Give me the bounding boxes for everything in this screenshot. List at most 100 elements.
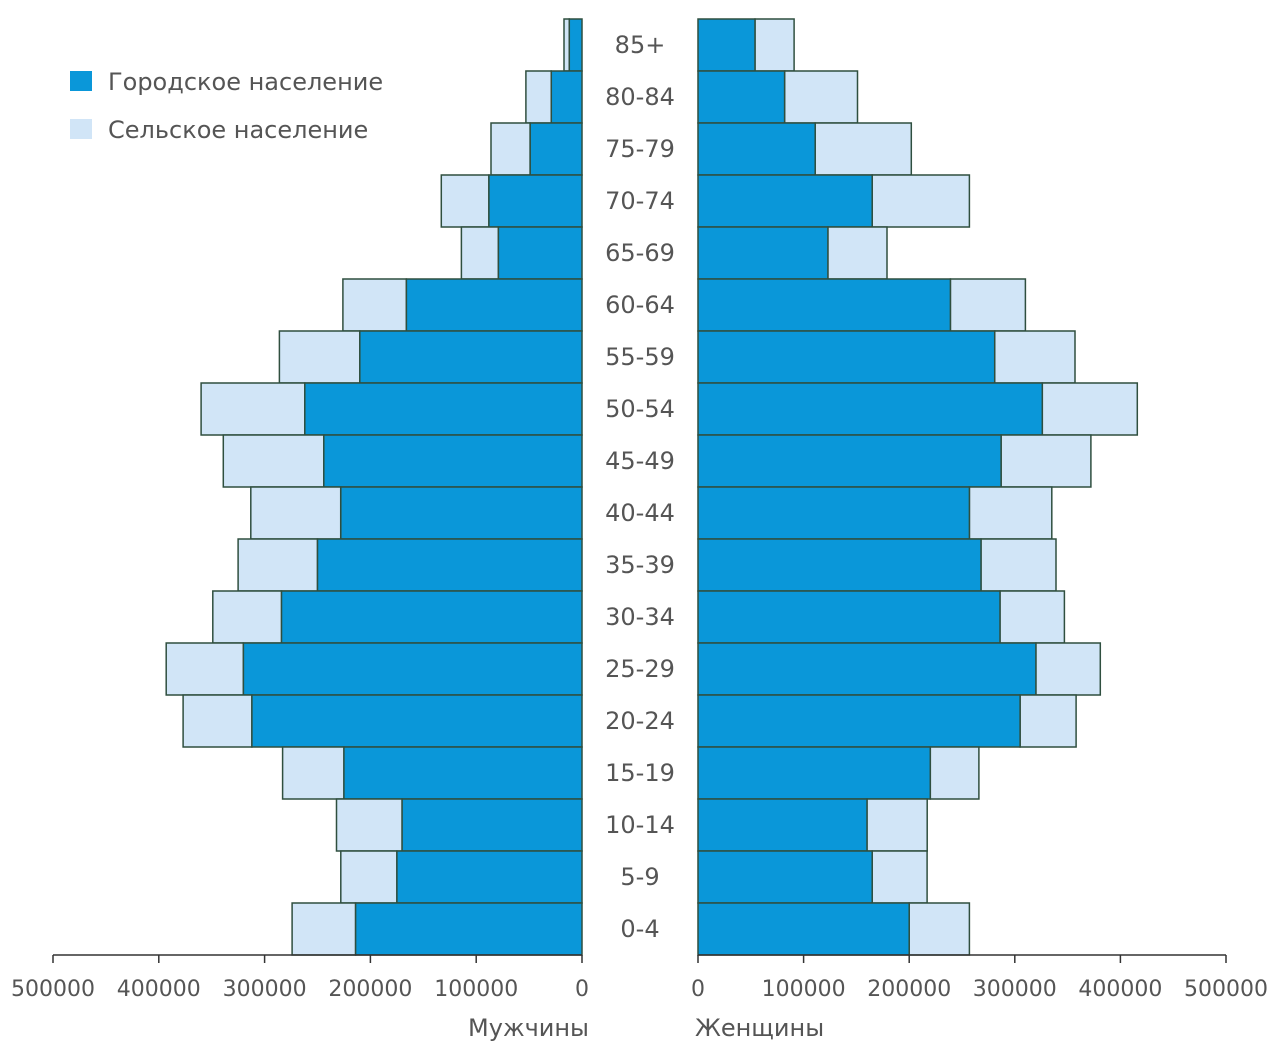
- bar-women-urban-5-9: [697, 850, 873, 904]
- bar-men-rural-25-29: [165, 642, 245, 696]
- bar-women-rural-65-69: [827, 226, 888, 280]
- age-group-label: 0-4: [620, 915, 659, 943]
- bar-women-urban-45-49: [697, 434, 1002, 488]
- bar-women-rural-70-74: [871, 174, 971, 228]
- bar-women-rural-40-44: [968, 486, 1053, 540]
- bar-women-urban-10-14: [697, 798, 868, 852]
- axes-group: 500000 400000 300000 200000 100000 0 0 100000 20…: [11, 954, 1268, 1002]
- bar-women-rural-55-59: [993, 330, 1076, 384]
- bar-women-urban-30-34: [697, 590, 1001, 644]
- bar-men-rural-15-19: [281, 746, 345, 800]
- age-group-label: 5-9: [620, 863, 659, 891]
- bar-women-urban-50-54: [697, 382, 1044, 436]
- bar-men-urban-65-69: [497, 226, 583, 280]
- age-group-label: 65-69: [605, 239, 675, 267]
- bar-men-rural-65-69: [460, 226, 500, 280]
- bar-women-rural-25-29: [1035, 642, 1102, 696]
- bar-women-rural-30-34: [999, 590, 1066, 644]
- bar-women-urban-0-4: [697, 902, 910, 956]
- bar-women-urban-65-69: [697, 226, 829, 280]
- men-x-tick-label: 500000: [11, 977, 95, 1002]
- men-x-tick-label: 300000: [223, 977, 307, 1002]
- legend: Городское население Сельское население: [70, 68, 383, 144]
- bar-men-rural-80-84: [525, 70, 553, 124]
- bar-men-urban-40-44: [340, 486, 583, 540]
- bar-men-rural-50-54: [200, 382, 306, 436]
- women-x-tick-label: 200000: [867, 977, 951, 1002]
- bar-men-rural-30-34: [212, 590, 283, 644]
- bar-men-urban-45-49: [323, 434, 583, 488]
- bar-women-rural-60-64: [949, 278, 1027, 332]
- x-axis-title-women: Женщины: [695, 1014, 824, 1042]
- x-axis-title-men: Мужчины: [468, 1014, 589, 1042]
- bar-women-urban-80-84: [697, 70, 786, 124]
- bar-men-urban-70-74: [488, 174, 583, 228]
- bar-women-urban-25-29: [697, 642, 1037, 696]
- bar-women-urban-85+: [697, 18, 756, 72]
- bar-men-rural-0-4: [291, 902, 357, 956]
- women-x-tick-label: 0: [691, 977, 705, 1002]
- women-x-tick-label: 300000: [973, 977, 1057, 1002]
- women-x-tick-label: 100000: [762, 977, 846, 1002]
- bar-women-urban-15-19: [697, 746, 932, 800]
- age-group-label: 35-39: [605, 551, 675, 579]
- men-x-tick-label: 200000: [328, 977, 412, 1002]
- bar-women-urban-75-79: [697, 122, 816, 176]
- bar-men-rural-70-74: [440, 174, 490, 228]
- bar-men-urban-10-14: [401, 798, 583, 852]
- bar-women-urban-20-24: [697, 694, 1021, 748]
- age-group-label: 45-49: [605, 447, 675, 475]
- bar-men-urban-85+: [568, 18, 583, 72]
- bar-men-rural-45-49: [222, 434, 325, 488]
- bar-men-rural-55-59: [278, 330, 361, 384]
- age-group-label: 10-14: [605, 811, 675, 839]
- bars-group: [165, 18, 1139, 956]
- age-group-label: 60-64: [605, 291, 675, 319]
- bar-women-urban-35-39: [697, 538, 982, 592]
- bar-women-urban-40-44: [697, 486, 971, 540]
- age-group-label: 40-44: [605, 499, 675, 527]
- bar-men-urban-75-79: [529, 122, 583, 176]
- bar-women-rural-0-4: [908, 902, 971, 956]
- bar-men-rural-75-79: [490, 122, 531, 176]
- bar-men-urban-50-54: [304, 382, 583, 436]
- bar-women-rural-45-49: [1000, 434, 1092, 488]
- bar-men-urban-35-39: [316, 538, 583, 592]
- bar-men-rural-20-24: [182, 694, 253, 748]
- men-x-tick-label: 400000: [117, 977, 201, 1002]
- bar-men-rural-60-64: [342, 278, 408, 332]
- bar-women-rural-80-84: [783, 70, 859, 124]
- age-group-label: 15-19: [605, 759, 675, 787]
- women-x-tick-label: 400000: [1078, 977, 1162, 1002]
- bar-women-rural-20-24: [1019, 694, 1077, 748]
- bar-women-urban-55-59: [697, 330, 996, 384]
- bar-men-rural-85+: [563, 18, 571, 72]
- bar-women-urban-70-74: [697, 174, 873, 228]
- bar-men-urban-20-24: [251, 694, 583, 748]
- legend-label-rural: Сельское население: [108, 116, 368, 144]
- bar-women-rural-85+: [754, 18, 795, 72]
- age-group-label: 55-59: [605, 343, 675, 371]
- bar-women-rural-10-14: [866, 798, 928, 852]
- age-group-label: 30-34: [605, 603, 675, 631]
- legend-label-urban: Городское население: [108, 68, 383, 96]
- legend-swatch-urban: [70, 71, 92, 91]
- men-x-tick-label: 0: [575, 977, 589, 1002]
- bar-women-urban-60-64: [697, 278, 952, 332]
- bar-women-rural-15-19: [929, 746, 980, 800]
- bar-women-rural-5-9: [871, 850, 928, 904]
- age-group-label: 50-54: [605, 395, 675, 423]
- bar-men-urban-60-64: [405, 278, 583, 332]
- bar-men-rural-5-9: [340, 850, 398, 904]
- legend-swatch-rural: [70, 119, 92, 139]
- men-x-tick-label: 100000: [434, 977, 518, 1002]
- bar-women-rural-75-79: [814, 122, 913, 176]
- bar-men-urban-30-34: [280, 590, 583, 644]
- bar-men-urban-0-4: [354, 902, 583, 956]
- bar-men-rural-40-44: [250, 486, 342, 540]
- age-group-label: 85+: [615, 31, 666, 59]
- bar-men-urban-55-59: [359, 330, 583, 384]
- bar-men-urban-15-19: [343, 746, 583, 800]
- bar-men-rural-10-14: [335, 798, 403, 852]
